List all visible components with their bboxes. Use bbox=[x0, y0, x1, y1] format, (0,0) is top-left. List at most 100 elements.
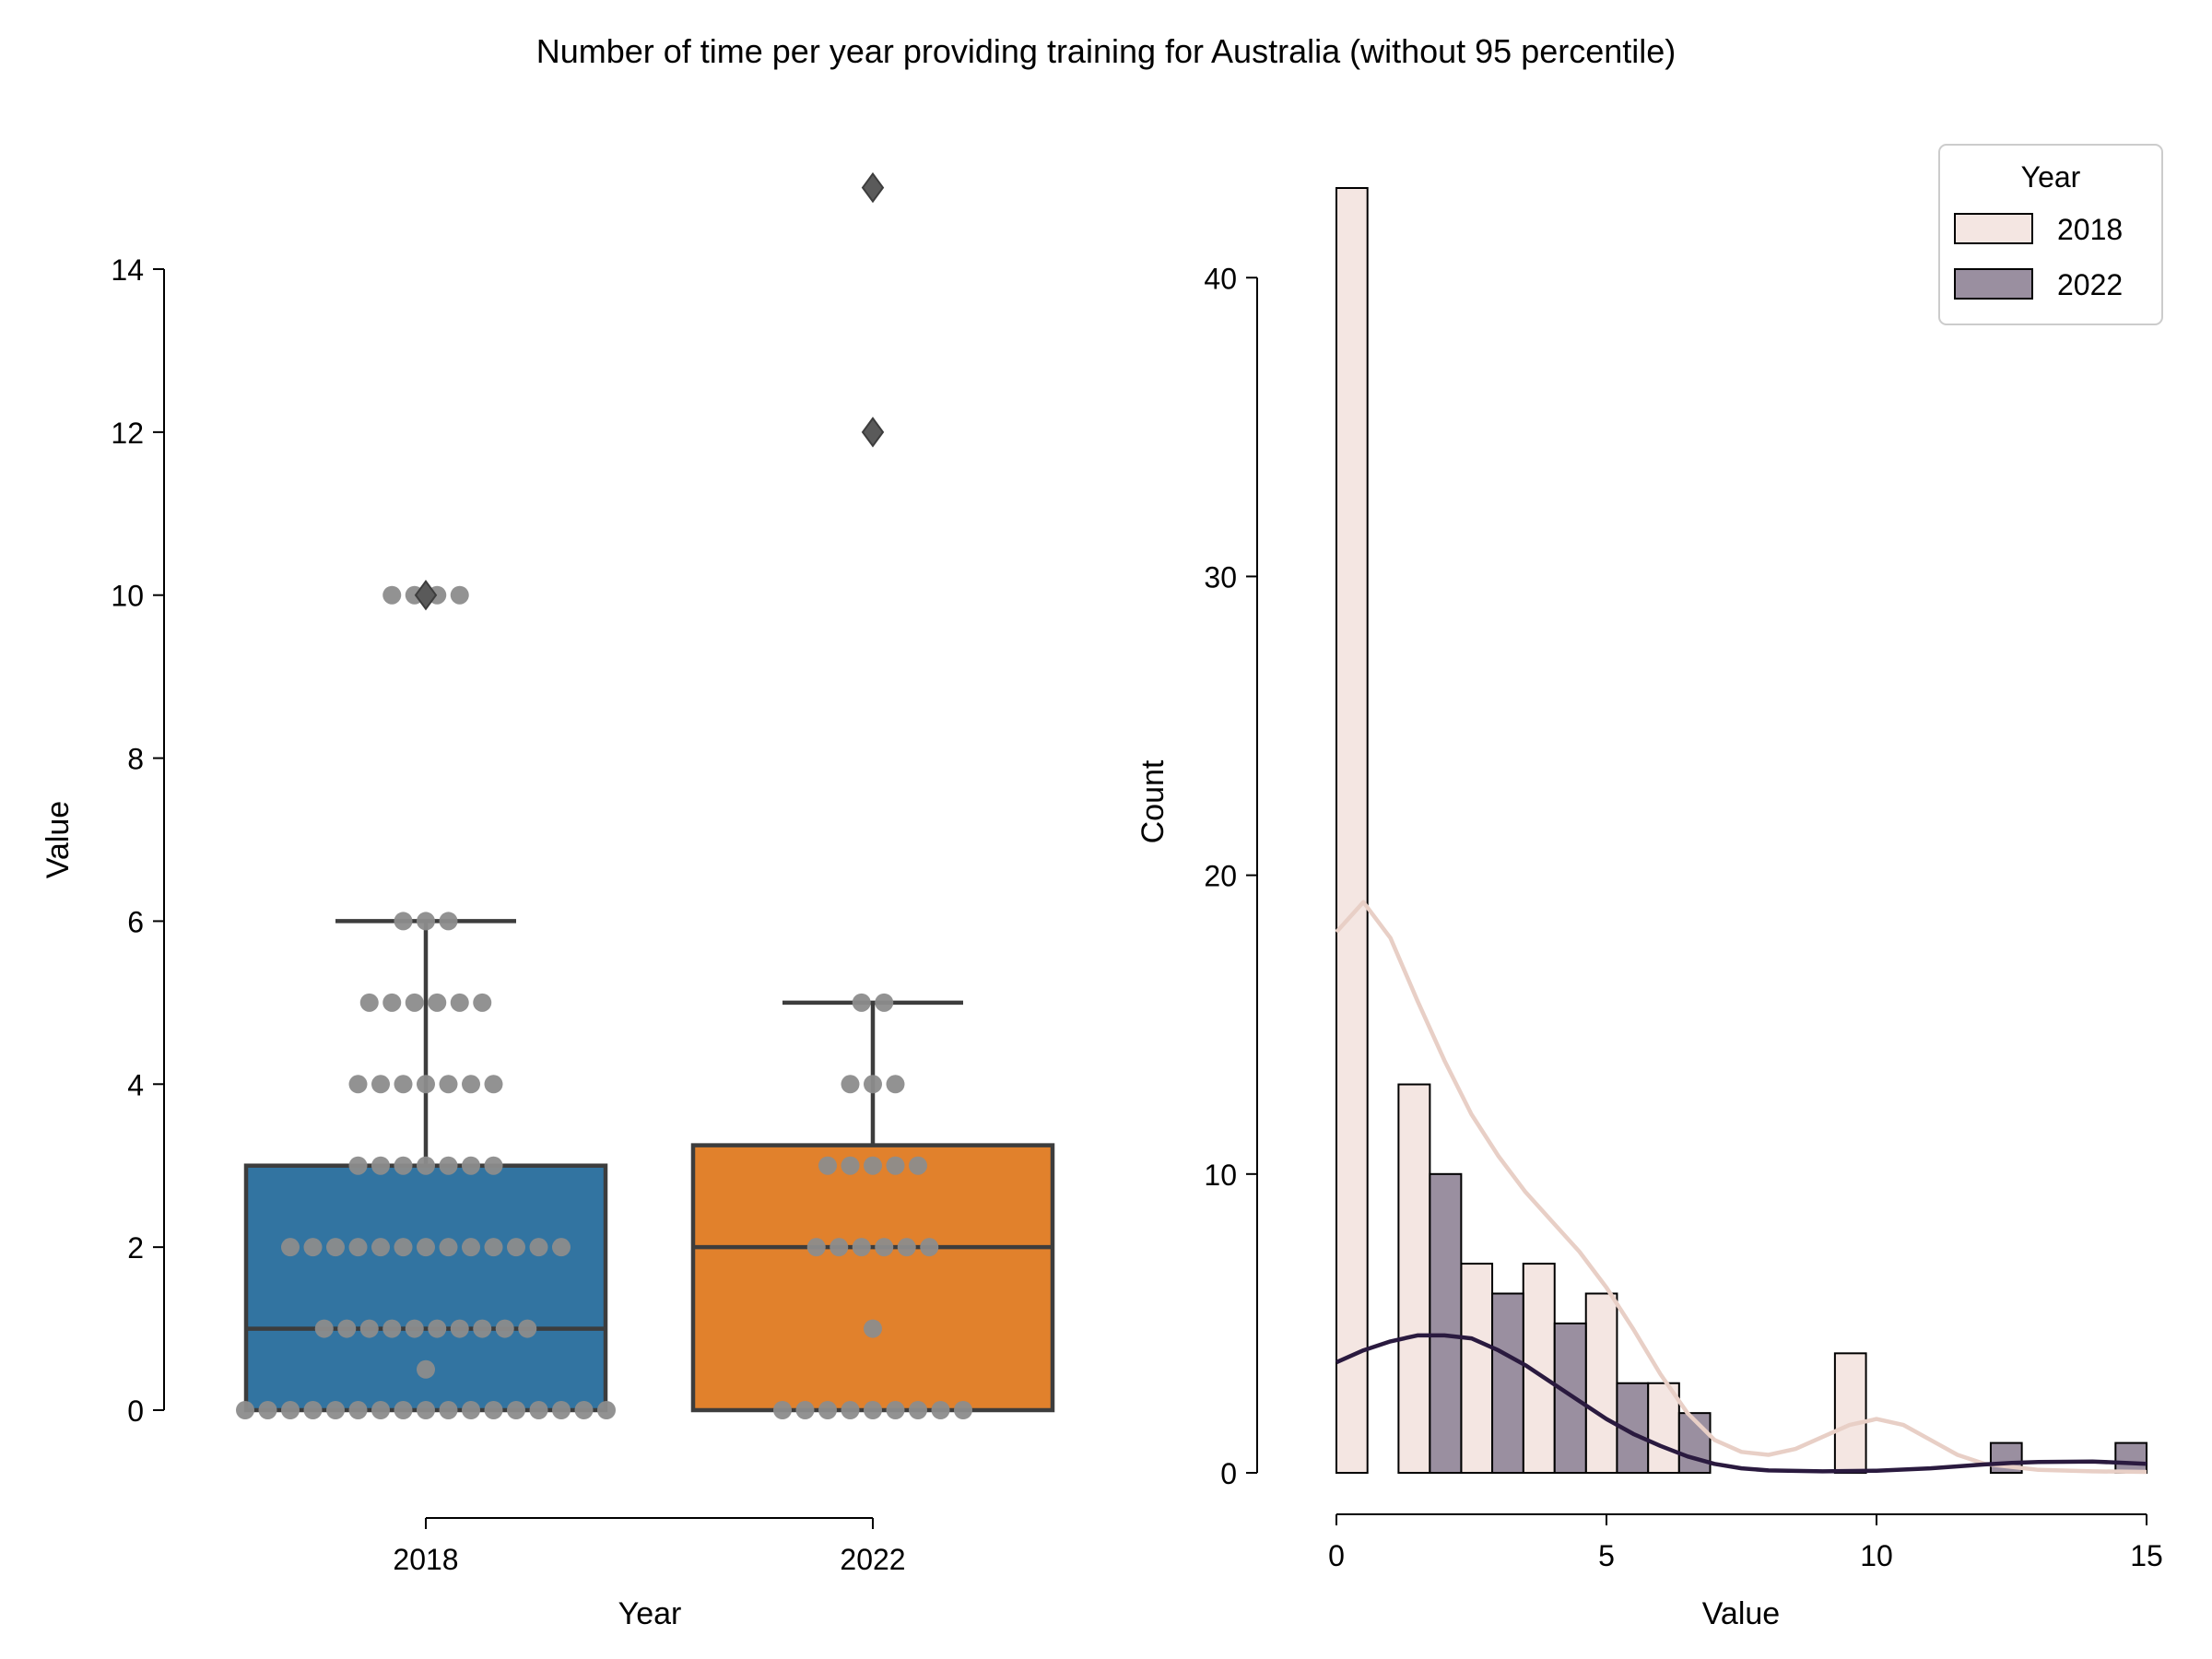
swarm-point bbox=[394, 1238, 413, 1257]
hist-bar bbox=[1584, 1292, 1618, 1475]
swarm-point bbox=[417, 1401, 435, 1419]
swarm-point bbox=[281, 1401, 300, 1419]
swarm-point bbox=[314, 1319, 334, 1338]
swarm-point bbox=[574, 1401, 594, 1419]
swarm-point bbox=[236, 1401, 254, 1419]
swarm-point bbox=[495, 1319, 514, 1338]
swarm-point bbox=[597, 1401, 616, 1419]
hist-bar bbox=[1491, 1292, 1524, 1475]
hist-x-axis-label: Value bbox=[1702, 1596, 1780, 1631]
swarm-point bbox=[382, 585, 402, 605]
legend: Year 2018 2022 bbox=[1938, 144, 2163, 325]
swarm-point bbox=[462, 1238, 480, 1257]
swarm-point bbox=[473, 993, 492, 1012]
swarm-point bbox=[394, 1075, 413, 1094]
boxplot-y-tick-label: 6 bbox=[127, 905, 144, 938]
swarm-point bbox=[818, 1401, 837, 1419]
swarm-point bbox=[507, 1401, 525, 1419]
swarm-point bbox=[326, 1401, 345, 1419]
swarm-point bbox=[830, 1238, 849, 1257]
swarm-point bbox=[806, 1238, 826, 1257]
swarm-point bbox=[450, 585, 469, 605]
hist-x-tick-label: 0 bbox=[1328, 1539, 1345, 1572]
swarm-point bbox=[864, 1075, 882, 1094]
hist-x-tick-label: 10 bbox=[1860, 1539, 1893, 1572]
swarm-point bbox=[439, 1401, 458, 1419]
boxplot-y-tick-label: 8 bbox=[127, 743, 144, 776]
swarm-point bbox=[450, 1319, 469, 1338]
swarm-point bbox=[875, 993, 894, 1012]
swarm-point bbox=[931, 1401, 950, 1419]
swarm-point bbox=[518, 1319, 537, 1338]
swarm-point bbox=[371, 1401, 390, 1419]
swarm-point bbox=[450, 993, 469, 1012]
swarm-point bbox=[852, 1238, 871, 1257]
swarm-point bbox=[552, 1238, 571, 1257]
swarm-point bbox=[382, 993, 402, 1012]
swarm-point bbox=[529, 1238, 548, 1257]
swarm-point bbox=[417, 1238, 435, 1257]
swarm-point bbox=[909, 1401, 927, 1419]
swarm-point bbox=[841, 1156, 860, 1175]
swarm-point bbox=[394, 1401, 413, 1419]
swarm-point bbox=[348, 1401, 368, 1419]
hist-y-tick-label: 10 bbox=[1204, 1159, 1237, 1192]
box-body bbox=[690, 1143, 1055, 1413]
hist-bar bbox=[1833, 1352, 1867, 1474]
swarm-point bbox=[529, 1401, 548, 1419]
swarm-point bbox=[417, 1359, 435, 1379]
legend-title: Year bbox=[2021, 160, 2081, 194]
kde-line-2018 bbox=[1335, 900, 2147, 1475]
swarm-point bbox=[371, 1238, 390, 1257]
hist-y-tick-label: 20 bbox=[1204, 860, 1237, 893]
legend-label-2018: 2018 bbox=[2057, 213, 2123, 246]
swarm-point bbox=[552, 1401, 571, 1419]
histogram-panel: 0 10 20 30 40 Count 0 5 10 15 Value Year 2018 2022 bbox=[1135, 144, 2163, 1631]
swarm-point bbox=[909, 1156, 927, 1175]
swarm-point bbox=[382, 1319, 402, 1338]
swarm-point bbox=[852, 993, 871, 1012]
swarm-point bbox=[281, 1238, 300, 1257]
swarm-point bbox=[484, 1075, 503, 1094]
swarm-point bbox=[303, 1401, 323, 1419]
hist-x-tick-label: 15 bbox=[2130, 1539, 2163, 1572]
swarm-point bbox=[439, 1075, 458, 1094]
swarm-point bbox=[303, 1238, 323, 1257]
hist-y-tick-label: 40 bbox=[1204, 262, 1237, 295]
swarm-point bbox=[439, 912, 458, 931]
legend-swatch-2018 bbox=[1954, 213, 2033, 244]
hist-y-tick-label: 0 bbox=[1220, 1457, 1237, 1490]
figure-title: Number of time per year providing traini… bbox=[536, 32, 1677, 70]
swarm-point bbox=[462, 1156, 480, 1175]
swarm-point bbox=[841, 1075, 860, 1094]
outlier-marker bbox=[861, 171, 885, 204]
swarm-point bbox=[954, 1401, 972, 1419]
boxplot-y-axis-label: Value bbox=[41, 801, 76, 878]
hist-x-tick-label: 5 bbox=[1598, 1539, 1615, 1572]
hist-bar bbox=[1335, 187, 1369, 1474]
hist-bar bbox=[1429, 1172, 1463, 1474]
swarm-point bbox=[886, 1075, 905, 1094]
swarm-point bbox=[462, 1075, 480, 1094]
legend-label-2022: 2022 bbox=[2057, 268, 2123, 301]
swarm-point bbox=[875, 1238, 894, 1257]
boxplot-x-tick-label: 2018 bbox=[393, 1543, 458, 1576]
boxplot-y-tick-label: 12 bbox=[111, 417, 144, 450]
swarm-point bbox=[473, 1319, 492, 1338]
swarm-point bbox=[371, 1075, 390, 1094]
hist-bar bbox=[1397, 1083, 1431, 1474]
swarm-point bbox=[348, 1156, 368, 1175]
hist-y-tick-label: 30 bbox=[1204, 560, 1237, 594]
swarm-point bbox=[359, 993, 379, 1012]
swarm-point bbox=[371, 1156, 390, 1175]
boxplot-y-tick-label: 14 bbox=[111, 253, 144, 287]
swarm-point bbox=[795, 1401, 815, 1419]
swarm-point bbox=[326, 1238, 345, 1257]
swarm-point bbox=[394, 1156, 413, 1175]
swarm-point bbox=[405, 993, 424, 1012]
swarm-point bbox=[417, 1075, 435, 1094]
legend-swatch-2022 bbox=[1954, 268, 2033, 300]
swarm-point bbox=[484, 1156, 503, 1175]
swarm-point bbox=[484, 1401, 503, 1419]
